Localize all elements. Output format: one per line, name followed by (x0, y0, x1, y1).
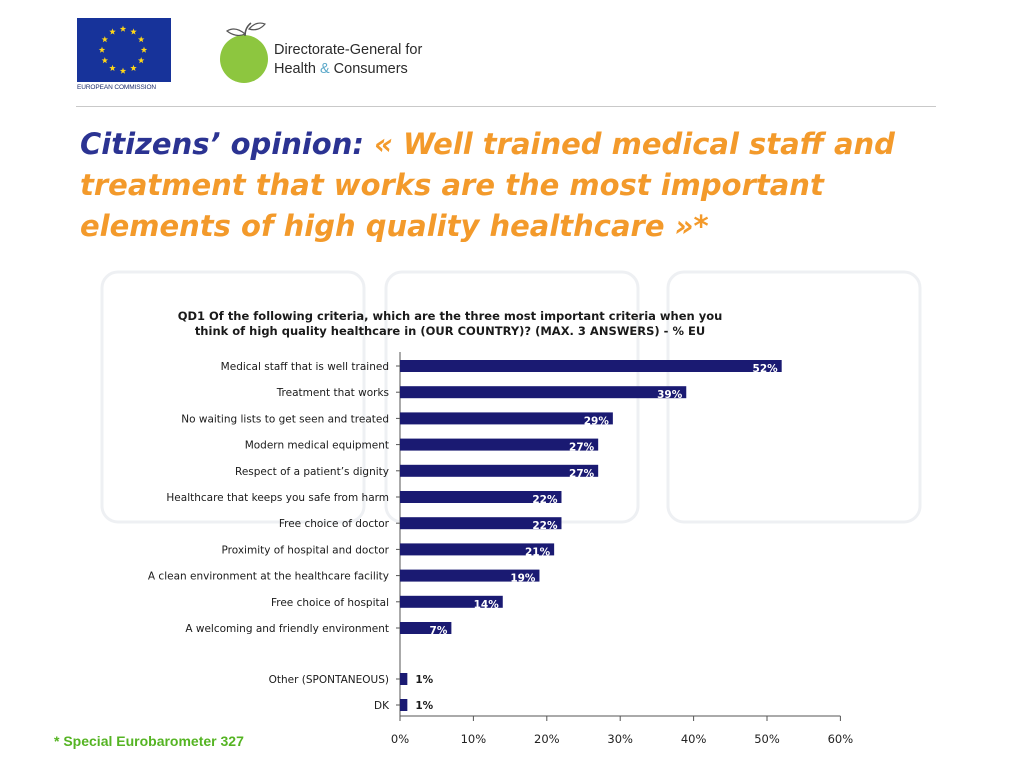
value-label: 52% (753, 363, 779, 375)
slide-title: Citizens’ opinion: « Well trained medica… (80, 124, 960, 247)
bar (400, 412, 613, 425)
value-label: 14% (474, 599, 500, 611)
category-label: Free choice of hospital (271, 597, 389, 609)
eu-star-icon (119, 25, 127, 32)
value-label: 22% (532, 494, 558, 506)
value-label: 1% (415, 674, 433, 686)
x-tick-label: 0% (391, 732, 409, 746)
bar (400, 622, 452, 634)
category-label: Free choice of doctor (279, 518, 390, 530)
bar (400, 464, 599, 477)
bar (400, 438, 599, 451)
value-label: 22% (532, 520, 558, 532)
european-commission-logo: EUROPEAN COMMISSION (77, 18, 173, 94)
bar (400, 595, 503, 608)
value-label: 29% (584, 415, 610, 427)
bar (400, 569, 540, 582)
category-label: Treatment that works (276, 387, 389, 399)
eu-star-icon (101, 57, 109, 64)
commission-label: EUROPEAN COMMISSION (77, 84, 156, 91)
x-tick-label: 40% (681, 732, 707, 746)
eu-star-icon (98, 46, 106, 53)
bar (400, 699, 408, 711)
category-label: Proximity of hospital and doctor (222, 544, 390, 556)
value-label: 7% (430, 625, 448, 637)
category-label: No waiting lists to get seen and treated (181, 413, 389, 425)
bar (400, 517, 562, 530)
value-label: 1% (415, 700, 433, 712)
header-divider (76, 106, 936, 107)
bar (400, 360, 782, 372)
x-tick-label: 60% (828, 732, 854, 746)
category-label: Medical staff that is well trained (221, 361, 389, 373)
value-label: 39% (657, 389, 683, 401)
bar-chart: QD1 Of the following criteria, which are… (148, 309, 854, 746)
bar (400, 543, 555, 556)
dg-name: Directorate-General for Health & Consume… (274, 41, 422, 79)
category-label: DK (374, 700, 390, 712)
dg-line1: Directorate-General for (274, 42, 423, 58)
eu-star-icon (130, 28, 137, 35)
title-quote: « Well trained medical staff and treatme… (80, 127, 895, 243)
value-label: 21% (525, 546, 551, 558)
x-tick-label: 50% (754, 732, 780, 746)
eu-flag-icon (77, 18, 171, 82)
eu-star-icon (109, 28, 116, 35)
value-label: 19% (510, 573, 536, 585)
x-tick-label: 30% (607, 732, 633, 746)
category-label: Other (SPONTANEOUS) (269, 674, 389, 686)
eu-star-icon (137, 57, 145, 64)
value-label: 27% (569, 468, 595, 480)
category-label: Respect of a patient’s dignity (235, 466, 389, 478)
x-tick-label: 20% (534, 732, 560, 746)
eu-star-icon (109, 64, 116, 71)
bar (400, 673, 408, 685)
value-label: 27% (569, 442, 595, 454)
bar (400, 386, 687, 399)
title-lead: Citizens’ opinion: (80, 127, 364, 161)
x-tick-label: 10% (461, 732, 487, 746)
category-label: Healthcare that keeps you safe from harm (166, 492, 389, 504)
eu-star-icon (140, 46, 148, 53)
dg-ampersand: & (319, 61, 330, 77)
dg-consumers: Consumers (333, 61, 408, 77)
bar (400, 491, 562, 503)
footnote: * Special Eurobarometer 327 (54, 733, 244, 749)
eu-star-icon (101, 36, 109, 43)
category-label: A clean environment at the healthcare fa… (148, 571, 389, 583)
eu-star-icon (137, 36, 145, 43)
eu-star-icon (119, 67, 127, 74)
dg-health: Health (274, 61, 316, 77)
dg-line2: Health & Consumers (274, 60, 422, 79)
category-label: Modern medical equipment (245, 440, 389, 452)
chart-title-line2: think of high quality healthcare in (OUR… (195, 324, 705, 338)
apple-icon (220, 22, 268, 83)
dg-health-consumers-logo: Directorate-General for Health & Consume… (218, 20, 458, 86)
chart-title-line1: QD1 Of the following criteria, which are… (178, 309, 723, 323)
eu-star-icon (130, 64, 137, 71)
category-label: A welcoming and friendly environment (185, 623, 389, 635)
